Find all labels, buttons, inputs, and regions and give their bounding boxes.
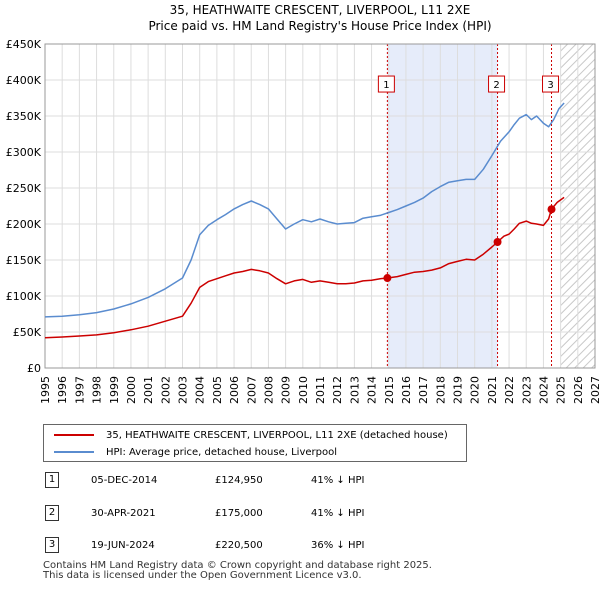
y-tick-label: £450K <box>6 38 42 51</box>
transaction-price: £124,950 <box>215 475 263 486</box>
x-tick-label: 2019 <box>452 376 465 404</box>
transaction-date: 05-DEC-2014 <box>91 475 158 486</box>
x-tick-label: 2004 <box>194 376 207 404</box>
transaction-hpi-diff: 41% ↓ HPI <box>311 508 365 519</box>
x-tick-label: 1998 <box>91 376 104 404</box>
transaction-price: £175,000 <box>215 508 263 519</box>
transaction-number-badge: 1 <box>45 472 59 488</box>
y-tick-label: £300K <box>6 146 42 159</box>
x-tick-label: 2006 <box>228 376 241 404</box>
legend-label-hpi: HPI: Average price, detached house, Live… <box>106 446 338 458</box>
x-tick-label: 1995 <box>39 376 52 404</box>
x-tick-label: 2026 <box>572 376 585 404</box>
x-tick-label: 2015 <box>383 376 396 404</box>
transaction-hpi-diff: 36% ↓ HPI <box>311 540 365 551</box>
chart-title: 35, HEATHWAITE CRESCENT, LIVERPOOL, L11 … <box>170 3 471 17</box>
x-tick-label: 2021 <box>486 376 499 404</box>
transaction-hpi-diff: 41% ↓ HPI <box>311 475 365 486</box>
x-tick-label: 2017 <box>417 376 430 404</box>
transaction-date: 30-APR-2021 <box>91 508 156 519</box>
x-tick-label: 2023 <box>520 376 533 404</box>
y-tick-label: £50K <box>13 326 42 339</box>
x-tick-label: 2003 <box>177 376 190 404</box>
x-tick-label: 1999 <box>108 376 121 404</box>
hpi-line <box>44 102 565 318</box>
x-tick-label: 2005 <box>211 376 224 404</box>
transaction-date: 19-JUN-2024 <box>91 540 155 551</box>
y-tick-label: £200K <box>6 218 42 231</box>
legend-item-hpi: HPI: Average price, detached house, Live… <box>54 444 337 460</box>
plot-frame <box>44 43 596 369</box>
sale-label-box <box>377 75 395 93</box>
x-tick-label: 2020 <box>469 376 482 404</box>
y-tick-label: £400K <box>6 74 42 87</box>
x-tick-label: 1997 <box>73 376 86 404</box>
legend: 35, HEATHWAITE CRESCENT, LIVERPOOL, L11 … <box>43 424 467 462</box>
x-tick-label: 2014 <box>366 376 379 404</box>
table-row: 1 05-DEC-2014 £124,950 41% ↓ HPI <box>43 472 583 492</box>
sale-label-number: 3 <box>547 80 553 91</box>
chart-subtitle: Price paid vs. HM Land Registry's House … <box>148 19 491 33</box>
footer-licence: This data is licensed under the Open Gov… <box>43 570 362 581</box>
x-tick-label: 2025 <box>555 376 568 404</box>
x-tick-label: 2001 <box>142 376 155 404</box>
property-price-line <box>44 196 565 339</box>
x-tick-label: 2027 <box>589 376 600 404</box>
sale-point-marker <box>493 238 502 246</box>
legend-item-property: 35, HEATHWAITE CRESCENT, LIVERPOOL, L11 … <box>54 427 448 443</box>
x-tick-label: 2009 <box>280 376 293 404</box>
sale-point-marker <box>547 205 556 214</box>
transaction-number-badge: 2 <box>45 505 59 521</box>
x-tick-label: 2016 <box>400 376 413 404</box>
table-row: 2 30-APR-2021 £175,000 41% ↓ HPI <box>43 505 583 525</box>
footer: Contains HM Land Registry data © Crown c… <box>43 561 432 581</box>
sale-label-box <box>488 75 506 93</box>
x-tick-label: 2010 <box>297 376 310 404</box>
y-tick-label: £0 <box>27 362 41 375</box>
legend-line-hpi <box>54 451 94 453</box>
sale-label-box <box>542 75 560 93</box>
sale-point-marker <box>383 274 392 283</box>
y-tick-label: £350K <box>6 110 42 123</box>
shaded-period <box>387 44 498 368</box>
x-tick-label: 2022 <box>503 376 516 404</box>
x-tick-label: 2008 <box>262 376 275 404</box>
x-tick-label: 2024 <box>537 376 550 404</box>
sale-label-number: 1 <box>383 80 389 91</box>
x-tick-label: 1996 <box>56 376 69 404</box>
x-tick-label: 2018 <box>434 376 447 404</box>
sale-label-number: 2 <box>493 80 499 91</box>
footer-copyright: Contains HM Land Registry data © Crown c… <box>43 560 432 571</box>
legend-line-property <box>54 434 94 436</box>
x-tick-label: 2011 <box>314 376 327 404</box>
transaction-number-badge: 3 <box>45 537 59 553</box>
x-tick-label: 2000 <box>125 376 138 404</box>
x-tick-label: 2013 <box>348 376 361 404</box>
legend-label-property: 35, HEATHWAITE CRESCENT, LIVERPOOL, L11 … <box>106 429 448 441</box>
x-tick-label: 2002 <box>159 376 172 404</box>
x-tick-label: 2012 <box>331 376 344 404</box>
y-tick-label: £100K <box>6 290 42 303</box>
x-tick-label: 2007 <box>245 376 258 404</box>
table-row: 3 19-JUN-2024 £220,500 36% ↓ HPI <box>43 537 583 557</box>
transaction-price: £220,500 <box>215 540 263 551</box>
price-chart: 35, HEATHWAITE CRESCENT, LIVERPOOL, L11 … <box>6 3 600 404</box>
y-tick-label: £150K <box>6 254 42 267</box>
y-tick-label: £250K <box>6 182 42 195</box>
